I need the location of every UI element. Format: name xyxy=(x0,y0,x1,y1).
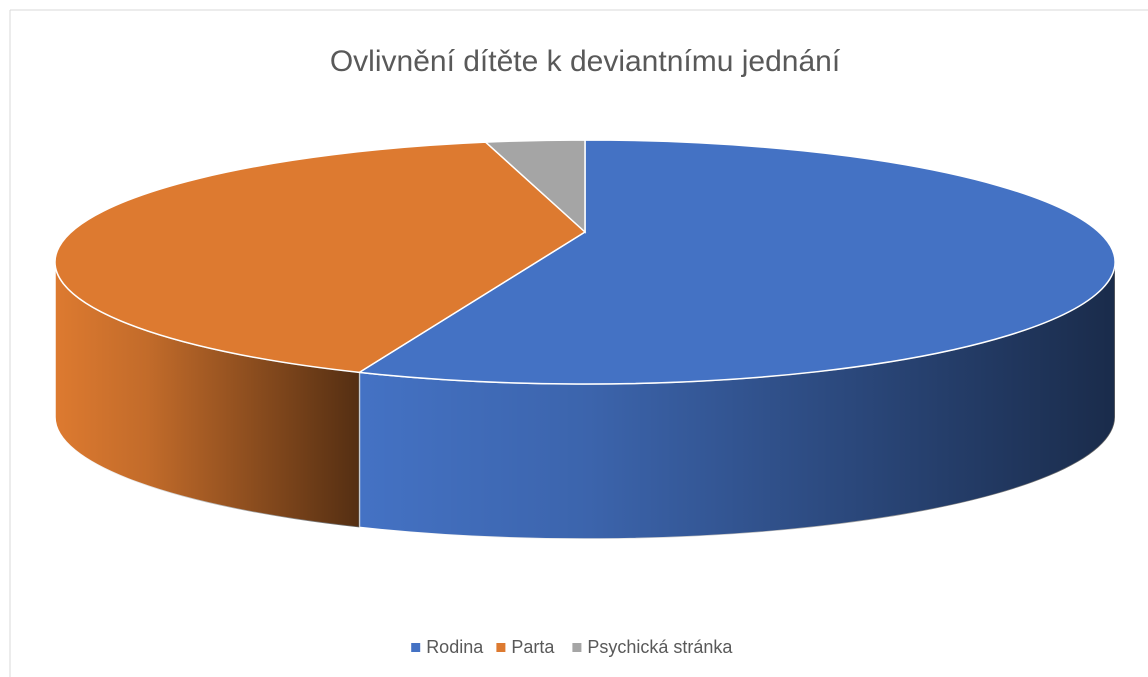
legend-label: Parta xyxy=(511,637,555,657)
chart-title: Ovlivnění dítěte k deviantnímu jednání xyxy=(330,45,841,78)
legend-swatch xyxy=(411,643,421,652)
slice xyxy=(357,139,1116,385)
legend-swatch xyxy=(572,643,582,652)
legend-label: Psychická stránka xyxy=(587,637,733,657)
legend: Rodina Parta Psychická stránka xyxy=(411,637,733,657)
legend-swatch xyxy=(496,643,506,652)
slice xyxy=(54,141,587,374)
legend-label: Rodina xyxy=(426,637,484,657)
slice xyxy=(483,139,586,234)
sides xyxy=(54,261,1116,540)
side-shade xyxy=(55,262,360,528)
side-shade xyxy=(359,262,1115,539)
tops xyxy=(54,139,1116,385)
